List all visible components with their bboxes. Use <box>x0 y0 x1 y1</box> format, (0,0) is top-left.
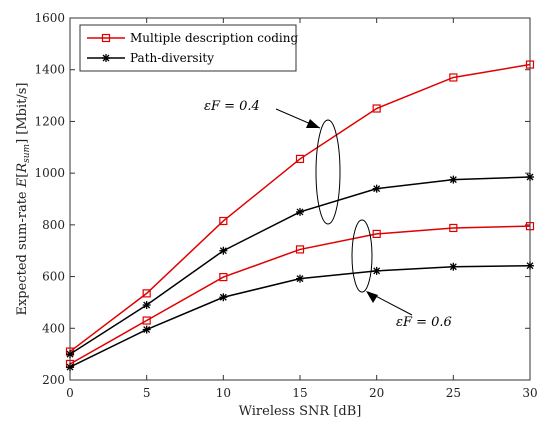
annotation-arrowhead-eps-0-6 <box>366 291 378 303</box>
annotation-eps-0-6: εF = 0.6 <box>351 219 452 330</box>
data-point-mdc <box>372 104 381 113</box>
data-point-path-diversity <box>66 350 74 359</box>
group-ellipse-eps-0-4 <box>315 119 341 225</box>
y-tick-label: 400 <box>42 321 65 335</box>
data-point-path-diversity <box>296 207 304 216</box>
legend-box <box>79 24 297 72</box>
data-point-path-diversity <box>372 184 381 193</box>
data-point-path-diversity <box>372 266 381 275</box>
y-tick-label: 200 <box>42 373 65 387</box>
x-tick-label: 25 <box>446 386 461 400</box>
legend-marker-mdc <box>101 33 111 43</box>
x-tick-label: 0 <box>66 386 74 400</box>
data-point-path-diversity <box>526 261 534 270</box>
data-point-mdc <box>449 223 458 233</box>
data-point-mdc <box>525 60 535 69</box>
y-tick-label: 1400 <box>34 63 65 77</box>
legend-label-path-diversity: Path-diversity <box>130 51 214 65</box>
data-point-mdc <box>295 245 305 254</box>
x-tick-label: 20 <box>369 386 384 400</box>
annotation-arrowhead-eps-0-4 <box>306 119 320 128</box>
data-point-mdc <box>219 216 228 226</box>
x-tick-label: 15 <box>292 386 307 400</box>
data-point-path-diversity <box>66 363 74 372</box>
y-tick-label: 800 <box>42 218 65 232</box>
data-point-mdc <box>449 73 458 82</box>
data-point-path-diversity <box>219 246 228 255</box>
data-point-path-diversity <box>449 175 458 184</box>
annotation-eps-0-4: εF = 0.4 <box>204 99 341 225</box>
legend-marker-path-diversity <box>102 54 110 62</box>
data-point-path-diversity <box>142 325 151 334</box>
annotation-label-eps-0-4: εF = 0.4 <box>204 99 260 114</box>
series-line-mdc-2 <box>69 225 531 365</box>
data-point-mdc <box>219 272 228 282</box>
series-line-mdc-0 <box>69 63 531 353</box>
x-tick-label: 10 <box>216 386 231 400</box>
data-point-mdc <box>142 316 151 325</box>
data-point-mdc <box>142 289 151 298</box>
legend: Multiple description coding Path-diversi… <box>79 24 298 72</box>
y-tick-label: 1000 <box>34 166 65 180</box>
series-layer <box>65 60 535 372</box>
y-tick-label: 600 <box>42 270 65 284</box>
data-point-mdc <box>372 229 381 239</box>
data-point-path-diversity <box>449 262 458 271</box>
data-point-path-diversity <box>526 173 534 182</box>
y-tick-label: 1200 <box>34 114 65 128</box>
y-axis-label: Expected sum-rate E[Rsum] [Mbit/s] <box>15 82 32 315</box>
annotation-label-eps-0-6: εF = 0.6 <box>396 315 452 330</box>
data-point-mdc <box>525 222 535 231</box>
data-point-path-diversity <box>296 274 304 283</box>
data-point-path-diversity <box>219 293 228 302</box>
x-tick-label: 30 <box>522 386 537 400</box>
x-tick-label: 5 <box>143 386 151 400</box>
y-axis-ticks: 200 400 600 800 1000 1200 1400 1600 <box>34 11 530 387</box>
data-point-mdc <box>295 154 305 164</box>
group-ellipse-eps-0-6 <box>351 219 373 293</box>
x-axis-label: Wireless SNR [dB] <box>239 404 362 419</box>
y-tick-label: 1600 <box>34 11 65 25</box>
data-point-path-diversity <box>142 301 151 310</box>
legend-label-mdc: Multiple description coding <box>130 31 298 45</box>
x-axis-ticks: 0 5 10 15 20 25 30 <box>66 18 538 400</box>
